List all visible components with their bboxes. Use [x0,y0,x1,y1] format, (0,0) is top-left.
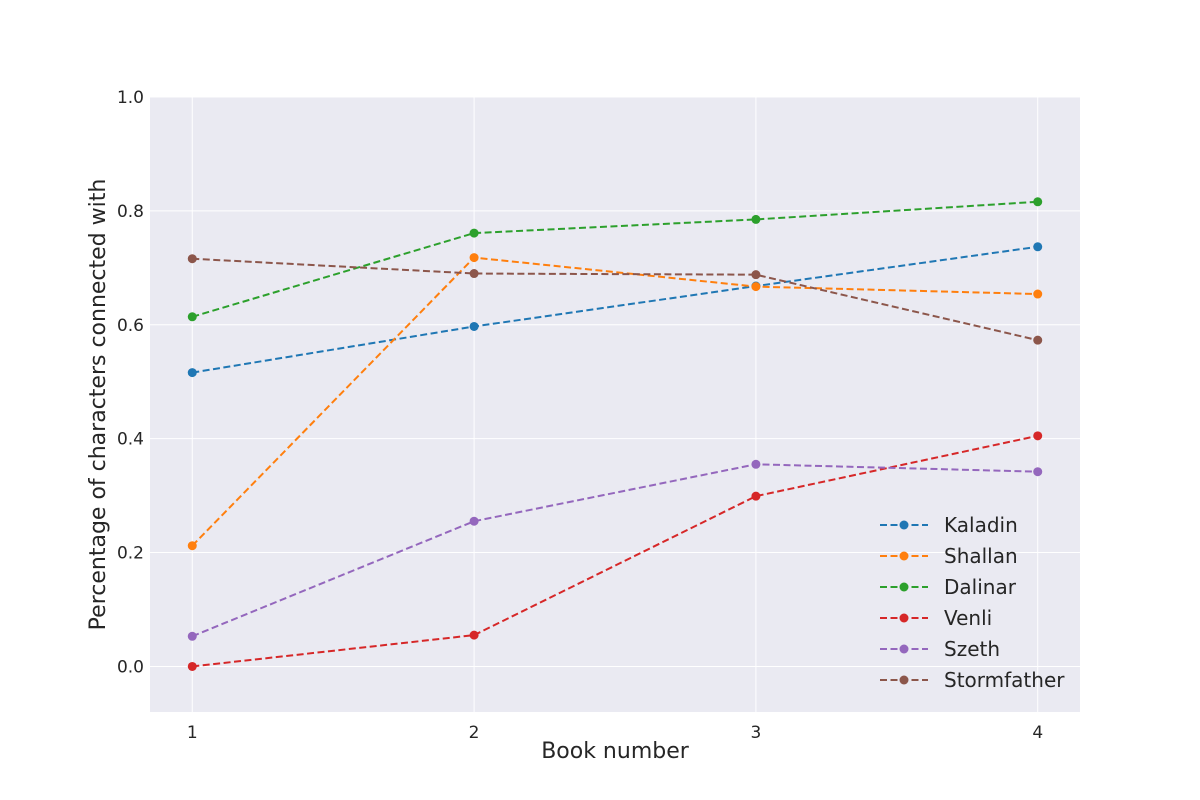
data-point-shallan [469,253,479,263]
series-line-dalinar [191,200,1038,318]
legend-marker [899,520,909,530]
series-dalinar [187,197,1043,322]
series-line-stormfather [192,257,1038,342]
data-point-shallan [187,541,197,551]
legend-item-dalinar: Dalinar [880,575,1017,599]
grid [150,96,1080,712]
y-axis-label: Percentage of characters connected with [86,179,111,631]
data-point-stormfather [187,254,197,264]
data-point-szeth [751,459,761,469]
data-point-szeth [1033,467,1043,477]
y-tick-label: 1.0 [117,88,144,108]
legend-marker [899,582,909,592]
data-point-stormfather [751,270,761,280]
series-line-kaladin [192,245,1038,374]
data-point-venli [1033,431,1043,441]
legend-label: Dalinar [944,575,1017,599]
data-point-dalinar [187,312,197,322]
x-tick-label: 1 [187,723,198,743]
data-point-dalinar [469,228,479,238]
series-line-szeth [191,463,1038,638]
data-point-venli [751,491,761,501]
series-lines [187,197,1043,671]
y-tick-label: 0.6 [117,316,144,336]
legend: Kaladin Shallan Dalinar Venli Szeth Stormfath… [880,513,1065,692]
series-venli [187,431,1043,671]
x-tick-labels: 1 2 3 4 [187,723,1043,743]
series-line-venli [192,434,1038,668]
legend-marker [899,551,909,561]
data-point-szeth [187,631,197,641]
x-tick-label: 3 [750,723,761,743]
data-point-stormfather [1033,335,1043,345]
legend-marker [899,613,909,623]
legend-label: Kaladin [944,513,1018,537]
data-point-dalinar [751,214,761,224]
x-axis-label: Book number [541,739,690,764]
series-szeth [187,459,1043,641]
legend-item-stormfather: Stormfather [880,668,1065,692]
legend-item-szeth: Szeth [880,637,1000,661]
legend-marker [899,644,909,654]
legend-label: Shallan [944,544,1018,568]
y-tick-label: 0.8 [117,202,144,222]
data-point-kaladin [469,321,479,331]
data-point-venli [469,630,479,640]
legend-item-shallan: Shallan [880,544,1018,568]
data-point-venli [187,661,197,671]
y-tick-label: 0.4 [117,430,144,450]
legend-label: Szeth [944,637,1000,661]
series-stormfather [187,254,1043,345]
legend-label: Venli [944,606,992,630]
series-line-shallan [191,256,1038,547]
data-point-szeth [469,516,479,526]
x-tick-label: 2 [469,723,480,743]
legend-label: Stormfather [944,668,1065,692]
data-point-shallan [1033,289,1043,299]
y-tick-labels: 0.0 0.2 0.4 0.6 0.8 1.0 [117,88,144,677]
data-point-dalinar [1033,197,1043,207]
legend-item-kaladin: Kaladin [880,513,1018,537]
data-point-kaladin [1033,242,1043,252]
series-shallan [187,253,1043,551]
y-tick-label: 0.2 [117,544,144,564]
y-tick-label: 0.0 [117,657,144,677]
legend-marker [899,675,909,685]
legend-item-venli: Venli [880,606,992,630]
data-point-shallan [751,282,761,292]
data-point-kaladin [187,368,197,378]
x-tick-label: 4 [1032,723,1043,743]
data-point-stormfather [469,269,479,279]
plot-background [150,97,1080,712]
